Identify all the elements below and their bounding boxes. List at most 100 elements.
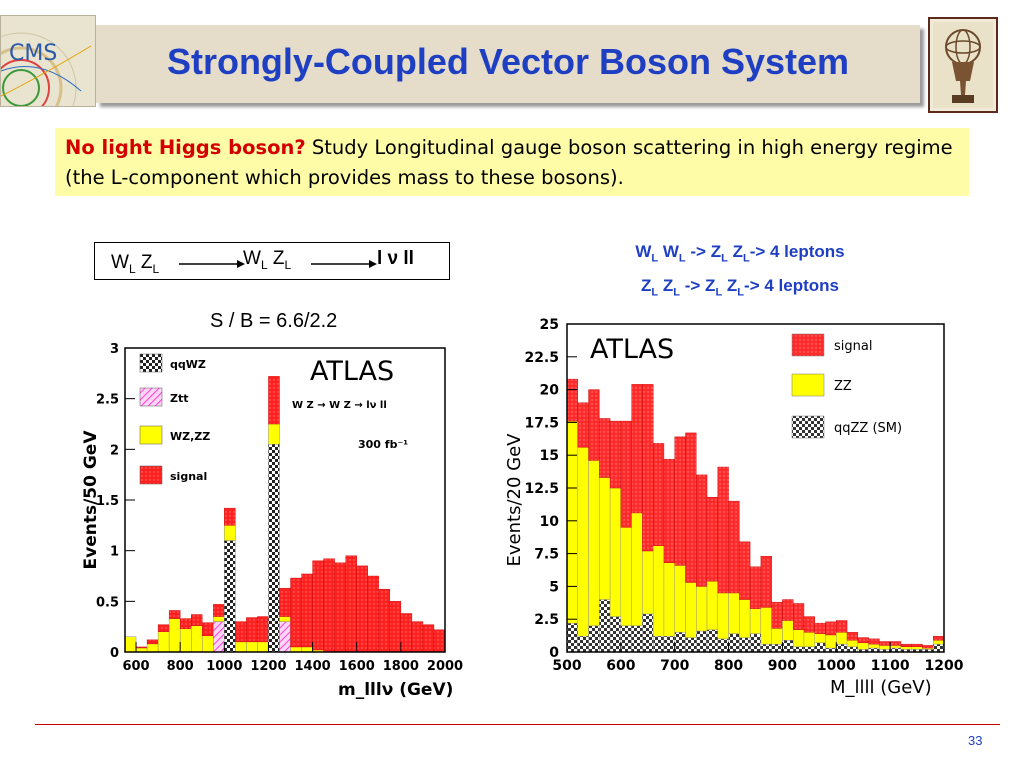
- bar-ZZ: [652, 545, 665, 637]
- bar-signal: [631, 384, 643, 514]
- bar-signal: [312, 560, 324, 651]
- process-intermediate: WL ZL: [243, 248, 292, 272]
- intro-question: No light Higgs boson?: [65, 136, 306, 159]
- bar-ZZ: [577, 447, 589, 637]
- bar-signal: [290, 577, 302, 648]
- scattering-processes: WL WL -> ZL ZL-> 4 leptons ZL ZL -> ZL Z…: [560, 238, 920, 307]
- x-tick-label: 2000: [427, 659, 463, 674]
- bar-signal: [879, 641, 891, 646]
- bar-qqZZ: [782, 639, 794, 653]
- bar-signal: [642, 384, 654, 552]
- bar-ZZ: [728, 592, 740, 634]
- bar-ZZ: [674, 565, 686, 633]
- title-bar: Strongly-Coupled Vector Boson System: [96, 25, 920, 103]
- legend-swatch: [139, 387, 163, 407]
- bar-qqZZ: [577, 636, 589, 653]
- chart-title: ATLAS: [310, 356, 394, 387]
- bar-qqZZ: [803, 646, 815, 653]
- bar-signal: [803, 616, 815, 633]
- bar-signal: [706, 496, 718, 582]
- bar-WZZZ: [168, 618, 181, 653]
- bar-WZZZ: [257, 641, 269, 653]
- bar-qqZZ: [717, 638, 729, 653]
- x-tick-label: 1000: [817, 658, 856, 674]
- bar-qqZZ: [588, 625, 600, 653]
- process-initial: WL ZL: [111, 252, 160, 276]
- bar-signal: [323, 558, 335, 653]
- process-line-zz: ZL ZL -> ZL ZL-> 4 leptons: [641, 276, 839, 299]
- bar-ZZ: [631, 512, 643, 626]
- bar-signal: [771, 601, 783, 629]
- bar-signal: [846, 632, 859, 641]
- bar-signal: [202, 622, 214, 636]
- bar-signal: [389, 601, 402, 653]
- bar-qqZZ: [749, 633, 762, 653]
- bar-qqZZ: [663, 636, 675, 653]
- bar-signal: [345, 555, 357, 653]
- legend-label: signal: [170, 470, 207, 483]
- y-tick-label: 1: [110, 545, 119, 560]
- bar-ZZ: [749, 608, 762, 634]
- bar-signal: [599, 418, 611, 478]
- bar-WZZZ: [157, 631, 170, 653]
- bar-signal: [620, 420, 632, 528]
- y-tick-label: 0: [549, 645, 559, 661]
- bar-signal: [356, 565, 368, 653]
- bar-WZZZ: [268, 423, 280, 445]
- x-tick-label: 900: [768, 658, 797, 674]
- bar-qqZZ: [566, 622, 578, 653]
- y-tick-label: 2.5: [96, 393, 119, 408]
- bar-signal: [825, 621, 837, 636]
- bar-signal: [378, 588, 391, 653]
- y-axis-label: Events/20 GeV: [504, 433, 525, 567]
- bar-qqWZ: [268, 444, 280, 653]
- legend-label: WZ,ZZ: [170, 430, 210, 443]
- bar-signal: [257, 616, 269, 643]
- bar-signal: [235, 621, 247, 643]
- zz-mass-histogram: 0 2.5 5 7.5 10 12.5 15 17.5 20 22.5 25 500 600 700 800…: [504, 317, 964, 698]
- bar-qqZZ: [760, 643, 772, 653]
- legend-swatch: [791, 333, 825, 357]
- bar-ZZ: [879, 645, 891, 650]
- bar-signal: [411, 621, 424, 653]
- bar-signal: [168, 610, 181, 619]
- y-tick-label: 2: [110, 443, 119, 458]
- bar-WZZZ: [290, 646, 302, 653]
- footer-divider: [35, 724, 1000, 725]
- bar-qqZZ: [609, 616, 622, 653]
- bar-signal: [663, 458, 675, 563]
- bar-WZZZ: [224, 525, 236, 541]
- bar-qqWZ: [224, 540, 236, 653]
- legend-swatch: [139, 353, 163, 373]
- y-tick-label: 0.5: [96, 595, 119, 610]
- y-axis-label: Events/50 GeV: [81, 430, 101, 570]
- x-axis-label: m_lllν (GeV): [338, 680, 453, 700]
- bar-ZZ: [685, 582, 697, 638]
- bar-WZZZ: [202, 635, 214, 653]
- y-tick-label: 7.5: [534, 547, 559, 563]
- bar-Ztt: [279, 621, 291, 653]
- bar-ZZ: [609, 487, 622, 617]
- bar-signal: [674, 436, 686, 566]
- bar-qqZZ: [652, 636, 665, 653]
- x-tick-label: 1100: [871, 658, 910, 674]
- bar-signal: [868, 638, 880, 645]
- bar-WZZZ: [279, 616, 291, 622]
- bar-WZZZ: [124, 636, 137, 653]
- x-axis-label: M_llll (GeV): [830, 677, 932, 698]
- bar-signal: [268, 376, 280, 425]
- bar-signal: [400, 613, 413, 653]
- legend-label: Ztt: [170, 392, 189, 405]
- legend-label: ZZ: [834, 379, 852, 394]
- x-tick-label: 1200: [250, 659, 286, 674]
- x-tick-label: 800: [167, 659, 194, 674]
- bar-ZZ: [868, 643, 880, 649]
- bar-ZZ: [588, 460, 600, 626]
- bar-qqZZ: [674, 632, 686, 653]
- bar-WZZZ: [146, 643, 159, 653]
- bar-ZZ: [642, 550, 654, 615]
- bar-signal: [857, 637, 869, 644]
- y-tick-label: 5: [549, 579, 559, 595]
- x-tick-label: 1400: [294, 659, 330, 674]
- x-tick-label: 800: [714, 658, 743, 674]
